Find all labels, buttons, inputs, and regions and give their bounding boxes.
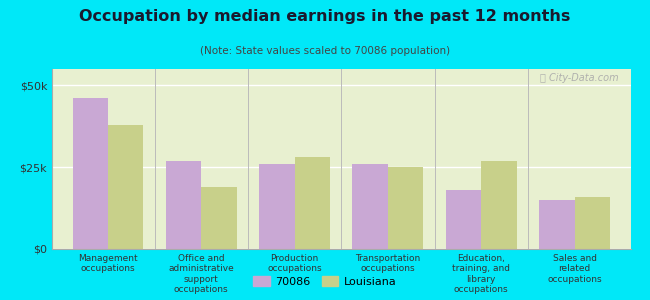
Bar (481, 160, 517, 249)
Text: (Note: State values scaled to 70086 population): (Note: State values scaled to 70086 popu… (200, 46, 450, 56)
Bar (539, 200, 575, 249)
Text: Occupation by median earnings in the past 12 months: Occupation by median earnings in the pas… (79, 9, 571, 24)
Text: ⓘ City-Data.com: ⓘ City-Data.com (540, 73, 619, 82)
Bar (352, 164, 388, 249)
Bar (108, 124, 144, 249)
Bar (388, 167, 423, 249)
Bar (575, 196, 610, 249)
Bar (446, 190, 481, 249)
Legend: 70086, Louisiana: 70086, Louisiana (249, 272, 401, 291)
Bar (259, 164, 294, 249)
Bar (166, 160, 202, 249)
Bar (73, 98, 108, 249)
Bar (202, 187, 237, 249)
Bar (294, 158, 330, 249)
